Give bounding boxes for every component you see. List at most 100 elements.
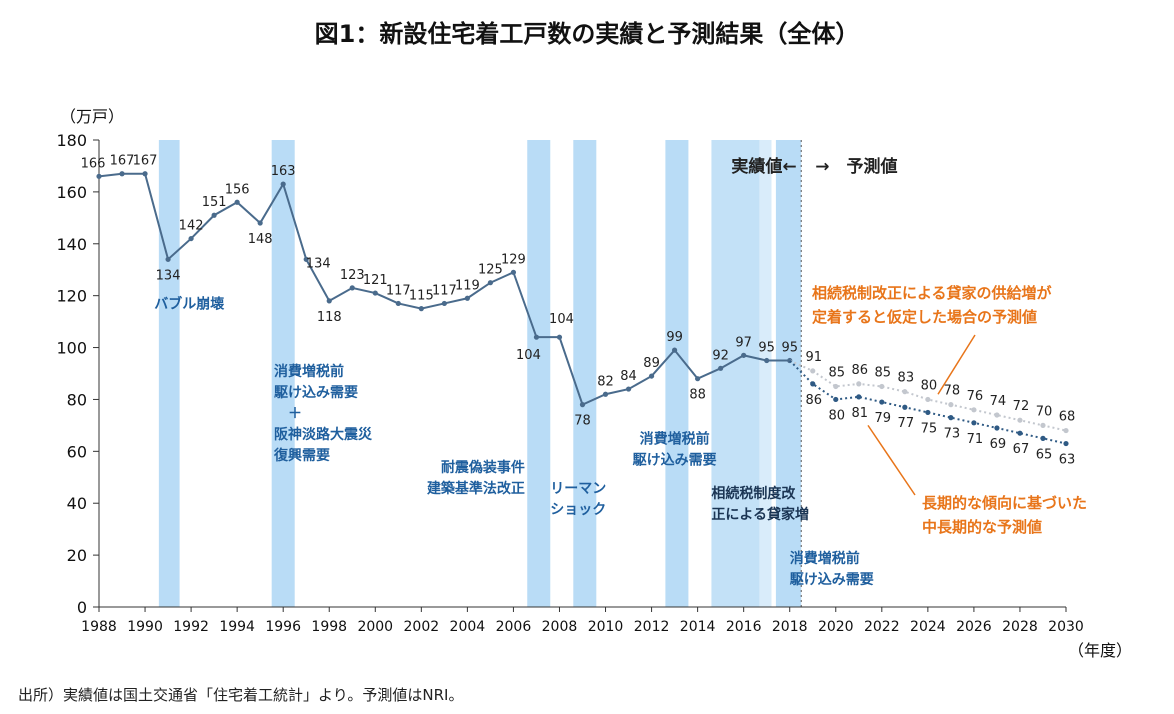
data-label: 73 [944,427,961,442]
data-label: 117 [432,283,457,298]
data-point [879,383,885,390]
data-label: 99 [666,330,683,345]
x-tick-label: 1990 [127,619,163,635]
data-label: 80 [828,408,845,423]
data-label: 95 [758,341,775,356]
data-point [579,402,586,408]
annotation-5: 相続税制度改正による貸家増 [711,485,809,523]
data-point [533,334,540,340]
x-tick-label: 2018 [772,619,808,635]
data-label: 117 [386,283,411,298]
data-label: 104 [549,312,574,327]
annotation-line: 消費増税前 [640,431,710,448]
x-tick-label: 1998 [311,619,347,635]
data-point [487,280,494,286]
x-tick-label: 2028 [1002,619,1038,635]
data-label: 81 [852,406,869,421]
data-label: 67 [1013,442,1030,457]
phase-label-forecast: → 予測値 [815,156,897,177]
data-label: 65 [1036,447,1053,462]
x-tick-label: 2006 [496,619,532,635]
y-tick-label: 20 [67,546,87,565]
event-band [573,140,597,607]
event-band [158,140,180,607]
x-tick-label: 2022 [864,619,900,635]
data-point [142,171,148,177]
data-point [671,347,678,353]
data-label: 63 [1059,453,1076,468]
data-point [1017,417,1023,423]
data-label: 167 [133,154,158,169]
annotation-line: 消費増税前 [274,363,344,380]
data-point [234,199,240,205]
data-point [925,396,931,403]
data-point [510,269,517,275]
y-tick-label: 100 [56,339,87,358]
data-label: 69 [990,437,1007,452]
data-label: 86 [852,363,869,378]
data-label: 70 [1036,404,1053,419]
data-label: 129 [501,252,526,267]
data-label: 167 [110,154,135,169]
annotation-line: 駆け込み需要 [274,384,358,401]
x-tick-label: 2000 [357,619,393,635]
x-tick-label: 2026 [956,619,992,635]
data-label: 123 [340,268,365,283]
data-label: 151 [202,195,227,210]
x-axis-label: （年度） [1068,641,1132,660]
data-label: 97 [735,335,752,350]
data-label: 85 [875,365,892,380]
data-point [280,181,286,187]
data-point [994,425,1000,431]
data-point [1040,435,1046,441]
event-band [775,140,802,607]
data-label: 91 [805,350,822,365]
data-point [257,220,263,226]
annotation-line: リーマン [550,481,606,497]
data-point [856,381,862,387]
x-tick-label: 2002 [404,619,440,635]
event-band-fade [759,140,772,607]
x-tick-label: 2004 [450,619,486,635]
annotation-line: ショック [550,502,606,518]
y-tick-label: 140 [56,235,87,254]
data-point [602,391,609,397]
data-point [1063,427,1069,434]
source-note: 出所）実績値は国土交通省「住宅着工統計」より。予測値はNRI。 [18,686,464,704]
forecast-note-line: 相続税制改正による貸家の供給増が [812,284,1053,302]
data-label: 82 [597,374,614,389]
x-tick-label: 2020 [818,619,854,635]
data-label: 134 [306,256,331,271]
data-label: 76 [967,389,984,404]
event-band [527,140,551,607]
data-point [1040,422,1046,428]
data-point [648,373,655,379]
data-point [441,300,447,307]
annotation-line: 阪神淡路大震災 [274,426,373,443]
y-axis-label: （万戸） [60,107,124,126]
event-band [665,140,689,607]
data-point [948,402,954,408]
annotation-line: 駆け込み需要 [633,452,717,469]
data-label: 163 [271,164,296,179]
data-point [902,404,908,410]
data-point [810,381,816,387]
x-tick-label: 1994 [219,619,255,635]
event-band [271,140,295,607]
data-point [902,389,908,395]
note-pointer-high [937,334,976,395]
data-point [188,235,194,242]
data-label: 166 [81,156,106,171]
data-point [856,394,862,400]
x-tick-label: 1988 [81,619,117,635]
data-label: 71 [967,432,984,447]
data-point [211,212,217,218]
data-point [1063,440,1069,447]
forecast-note-line: 中長期的な予測値 [922,518,1042,536]
annotation-line: 相続税制度改 [711,485,796,502]
data-point [971,407,977,413]
x-tick-label: 2030 [1048,619,1084,635]
annotation-1: 消費増税前駆け込み需要 ＋ 阪神淡路大震災復興需要 [273,363,373,464]
data-point [395,300,401,307]
